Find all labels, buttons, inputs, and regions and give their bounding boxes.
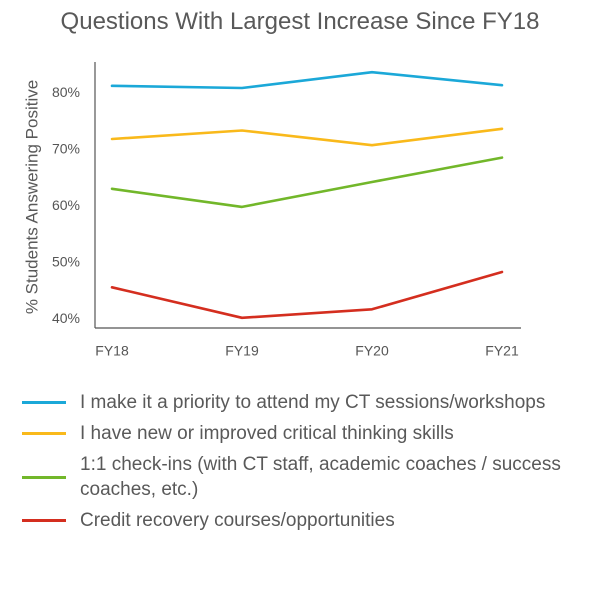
series-lines [110, 70, 504, 320]
legend-item-2: I have new or improved critical thinking… [22, 421, 600, 446]
x-tick-label: FY20 [355, 343, 389, 359]
series-line-4 [110, 270, 504, 320]
legend-label: Credit recovery courses/opportunities [80, 510, 395, 531]
legend-item-1: I make it a priority to attend my CT ses… [22, 390, 600, 415]
x-tick-label: FY19 [225, 343, 259, 359]
y-tick-label: 70% [52, 140, 80, 156]
line-chart: % Students Answering Positive 40% 50% 60% 7… [22, 62, 521, 359]
legend: I make it a priority to attend my CT ses… [22, 390, 600, 539]
x-tick-label: FY18 [95, 343, 129, 359]
legend-swatch [22, 475, 66, 479]
legend-item-3: 1:1 check-ins (with CT staff, academic c… [22, 452, 600, 502]
y-tick-label: 60% [52, 197, 80, 213]
series-line-2 [110, 127, 504, 147]
legend-label: I have new or improved critical thinking… [80, 423, 454, 444]
legend-swatch [22, 401, 66, 404]
legend-swatch [22, 519, 66, 522]
chart-title: Questions With Largest Increase Since FY… [60, 8, 540, 35]
legend-label: 1:1 check-ins (with CT staff, academic c… [80, 454, 561, 500]
legend-item-4: Credit recovery courses/opportunities [22, 508, 600, 533]
y-axis-title: % Students Answering Positive [22, 80, 41, 314]
y-tick-label: 50% [52, 254, 80, 270]
y-tick-label: 40% [52, 310, 80, 326]
y-tick-label: 80% [52, 84, 80, 100]
series-line-3 [110, 156, 504, 209]
y-tick-labels: 40% 50% 60% 70% 80% [52, 84, 80, 326]
x-tick-labels: FY18 FY19 FY20 FY21 [95, 343, 519, 359]
legend-swatch [22, 432, 66, 435]
x-tick-label: FY21 [485, 343, 519, 359]
legend-label: I make it a priority to attend my CT ses… [80, 392, 546, 413]
series-line-1 [110, 70, 504, 90]
